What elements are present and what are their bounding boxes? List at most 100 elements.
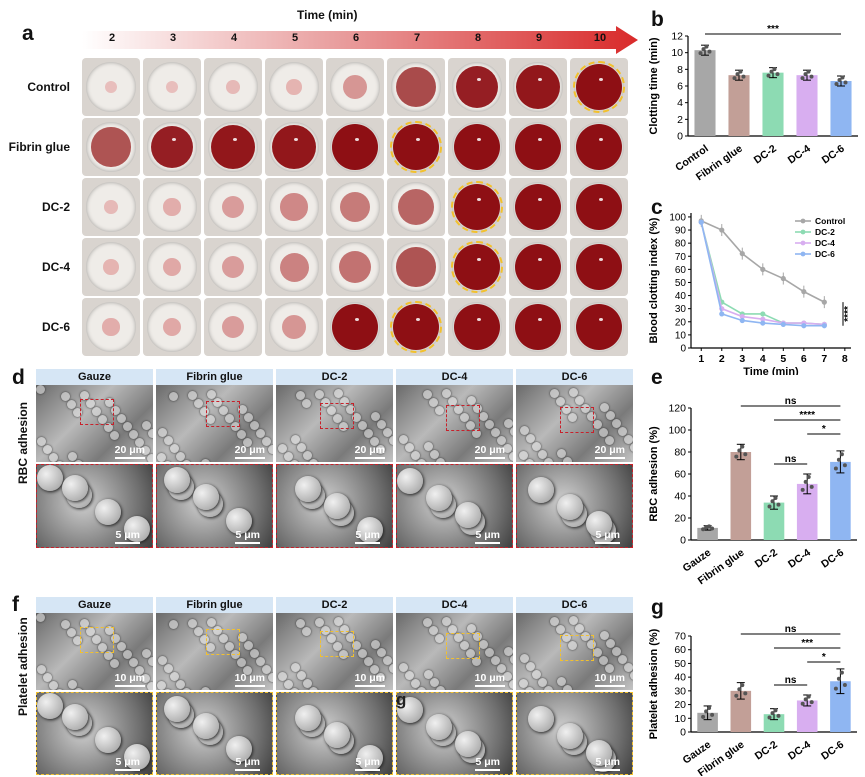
sem-texture-blob xyxy=(309,687,318,690)
blood-pool xyxy=(332,124,378,170)
panel-letter-f: f xyxy=(12,593,19,616)
dish-rim xyxy=(208,122,258,172)
scale-bar-bottom: 5 μm xyxy=(235,529,260,544)
dish-rim xyxy=(269,302,319,352)
panel-letter-b: b xyxy=(651,8,664,31)
sem-cell-blob xyxy=(324,722,350,748)
time-tick: 3 xyxy=(169,32,177,44)
sem-texture-blob xyxy=(147,682,153,690)
sem-texture-blob xyxy=(532,670,541,679)
sem-texture-blob xyxy=(569,616,578,625)
sem-texture-blob xyxy=(141,674,150,683)
y-tick-label: 0 xyxy=(680,344,686,355)
sem-texture-blob xyxy=(442,617,451,626)
blood-pool xyxy=(515,304,561,350)
sem-texture-blob xyxy=(605,436,614,445)
sem-texture-blob xyxy=(68,680,77,689)
scale-bar-bottom: 5 μm xyxy=(595,529,620,544)
sem-texture-blob xyxy=(164,664,173,673)
sem-texture-blob xyxy=(110,431,119,440)
rbc-adhesion-side-label: RBC adhesion xyxy=(16,401,30,484)
data-point xyxy=(800,701,805,706)
sem-overview-image: 20 μm xyxy=(156,385,273,462)
blood-dish xyxy=(326,118,384,176)
sem-texture-blob xyxy=(238,405,247,414)
scale-bar-line xyxy=(355,769,380,771)
dish-reflection xyxy=(538,258,542,261)
sem-texture-blob xyxy=(405,671,414,680)
sem-column-header: Gauze xyxy=(36,597,153,613)
sem-column-header: Gauze xyxy=(36,369,153,385)
blood-dish xyxy=(509,178,567,236)
sem-texture-blob xyxy=(618,427,627,436)
sem-cell-blob xyxy=(37,465,63,491)
data-point xyxy=(834,82,839,86)
y-tick-label: 10 xyxy=(675,330,687,341)
bar xyxy=(694,50,716,136)
sem-texture-blob xyxy=(544,686,553,690)
data-point xyxy=(800,76,805,81)
sem-texture-blob xyxy=(49,681,58,690)
blood-pool xyxy=(162,317,182,337)
sem-texture-blob xyxy=(334,389,343,398)
dish-rim xyxy=(330,62,380,112)
sem-cell-blob xyxy=(164,467,190,493)
series-point xyxy=(760,320,766,326)
sem-cell-blob xyxy=(37,693,63,719)
dish-rim xyxy=(513,242,563,292)
sem-texture-blob xyxy=(423,390,432,399)
time-axis-title: Time (min) xyxy=(297,8,358,22)
sem-texture-blob xyxy=(333,642,342,651)
sem-texture-blob xyxy=(278,672,287,681)
dish-rim xyxy=(208,302,258,352)
data-point xyxy=(803,697,808,702)
sem-texture-blob xyxy=(557,677,566,686)
sem-texture-blob xyxy=(43,445,52,454)
scale-bar-line xyxy=(115,542,140,544)
sem-texture-blob xyxy=(423,618,432,627)
dish-row-label: DC-6 xyxy=(41,320,70,334)
dish-rim xyxy=(147,182,197,232)
sem-texture-blob xyxy=(334,617,343,626)
sem-texture-blob xyxy=(117,642,126,651)
blood-pool xyxy=(282,315,306,339)
sem-texture-blob xyxy=(238,633,247,642)
blood-dish xyxy=(326,298,384,356)
sem-texture-blob xyxy=(148,429,153,438)
y-axis-label: RBC adhesion (%) xyxy=(648,426,660,522)
sem-texture-blob xyxy=(436,458,445,462)
sem-texture-blob xyxy=(389,436,393,445)
sem-cell-blob xyxy=(124,516,150,542)
dish-rim xyxy=(391,182,441,232)
blood-dish xyxy=(448,238,506,296)
y-tick-label: 40 xyxy=(674,491,686,503)
sem-texture-blob xyxy=(556,625,565,634)
dish-reflection xyxy=(538,198,542,201)
blood-pool xyxy=(515,244,561,290)
sem-texture-blob xyxy=(497,436,506,445)
sem-texture-blob xyxy=(296,619,305,628)
sem-texture-blob xyxy=(600,631,609,640)
series-point xyxy=(698,219,704,225)
sem-texture-blob xyxy=(399,663,408,672)
sem-texture-blob xyxy=(599,428,608,437)
blood-pool xyxy=(343,75,367,99)
blood-pool xyxy=(395,66,437,108)
sem-texture-blob xyxy=(256,657,265,666)
sem-texture-blob xyxy=(163,689,172,690)
scale-bar-line xyxy=(475,769,500,771)
sem-texture-blob xyxy=(225,642,234,651)
sem-texture-blob xyxy=(164,436,173,445)
sem-texture-blob xyxy=(148,657,153,666)
sem-texture-blob xyxy=(147,454,153,462)
sem-texture-blob xyxy=(98,643,107,652)
data-point xyxy=(842,463,847,468)
blood-dish xyxy=(326,178,384,236)
dish-rim xyxy=(452,122,502,172)
sem-texture-blob xyxy=(563,685,572,690)
data-point xyxy=(698,51,703,56)
sem-texture-blob xyxy=(624,663,633,672)
data-point xyxy=(806,69,811,74)
x-tick-label: DC-2 xyxy=(752,143,779,167)
sem-texture-blob xyxy=(520,426,529,435)
